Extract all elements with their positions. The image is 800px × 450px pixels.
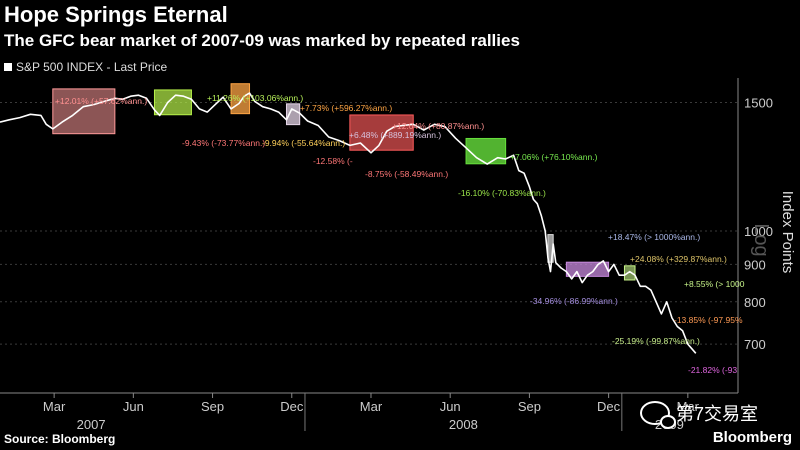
chart-title: Hope Springs Eternal: [4, 2, 228, 27]
y-tick-label-1000: 1000: [744, 224, 773, 239]
legend-label: S&P 500 INDEX - Last Price: [16, 60, 168, 74]
y-tick-label-800: 800: [744, 295, 766, 310]
y-scale-label: Log: [750, 223, 772, 256]
x-year-label: 2007: [77, 417, 106, 432]
drop-annotation-8: -13.85% (-97.95%: [674, 315, 743, 325]
watermark-text: 第7交易室: [676, 404, 759, 424]
x-tick-label: Mar: [360, 399, 383, 414]
rally-annotation-9: +8.55% (> 1000: [684, 279, 745, 289]
drop-annotation-4: -8.75% (-58.49%ann.): [365, 169, 448, 179]
y-tick-label-900: 900: [744, 257, 766, 272]
rally-annotation-1: +12.01% (+57.62%ann.): [55, 96, 147, 106]
legend: S&P 500 INDEX - Last Price: [4, 60, 167, 74]
rally-box-5: [349, 114, 414, 151]
rally-box-9: [623, 265, 636, 281]
drop-annotation-2: -9.94% (-55.64%ann.): [262, 138, 345, 148]
rally-annotation-3: +7.73% (+596.27%ann.): [300, 103, 392, 113]
x-tick-label: Sep: [201, 399, 224, 414]
rally-box-1: [52, 88, 116, 135]
rally-annotation-5: +12.04% (+80.87%ann.): [392, 121, 484, 131]
rally-annotation-8: +24.08% (+329.87%ann.): [630, 254, 727, 264]
drop-annotation-7: -25.19% (-99.87%ann.): [612, 336, 700, 346]
rally-annotation-6: +7.06% (+76.10%ann.): [510, 152, 598, 162]
watermark: 第7交易室: [640, 400, 759, 429]
y-tick-label-1500: 1500: [744, 95, 773, 110]
drop-annotation-3: -12.58% (-: [313, 156, 353, 166]
wechat-icon: [640, 401, 676, 429]
rally-box-2: [153, 89, 192, 116]
legend-swatch: [4, 63, 12, 71]
rally-box-6: [465, 137, 507, 165]
rally-box-8: [565, 261, 610, 277]
drop-annotation-1: -9.43% (-73.77%ann.): [182, 138, 265, 148]
x-tick-label: Mar: [43, 399, 66, 414]
x-tick-label: Jun: [440, 399, 461, 414]
x-tick-label: Jun: [123, 399, 144, 414]
brand-logo: Bloomberg: [712, 429, 792, 446]
x-tick-label: Dec: [280, 399, 304, 414]
x-tick-label: Sep: [518, 399, 541, 414]
drop-annotation-5: -16.10% (-70.83%ann.): [458, 188, 546, 198]
y-tick-label-700: 700: [744, 337, 766, 352]
drop-annotation-9: -21.82% (-93: [688, 365, 737, 375]
series-line: [0, 92, 697, 354]
y-axis-title: Index Points: [779, 191, 796, 274]
source-note: Source: Bloomberg: [4, 432, 116, 446]
chart-subtitle: The GFC bear market of 2007-09 was marke…: [4, 31, 520, 50]
rally-annotation-7: +18.47% (> 1000%ann.): [608, 232, 700, 242]
rally-annotation-4: +6.48% (+889.19%ann.): [349, 130, 441, 140]
x-tick-label: Mar: [677, 399, 700, 414]
rally-annotation-2: +11.26% (+103.06%ann.): [207, 93, 303, 103]
drop-annotation-6: -34.96% (-86.99%ann.): [530, 296, 618, 306]
x-year-label: 2008: [449, 417, 478, 432]
x-tick-label: Dec: [597, 399, 621, 414]
